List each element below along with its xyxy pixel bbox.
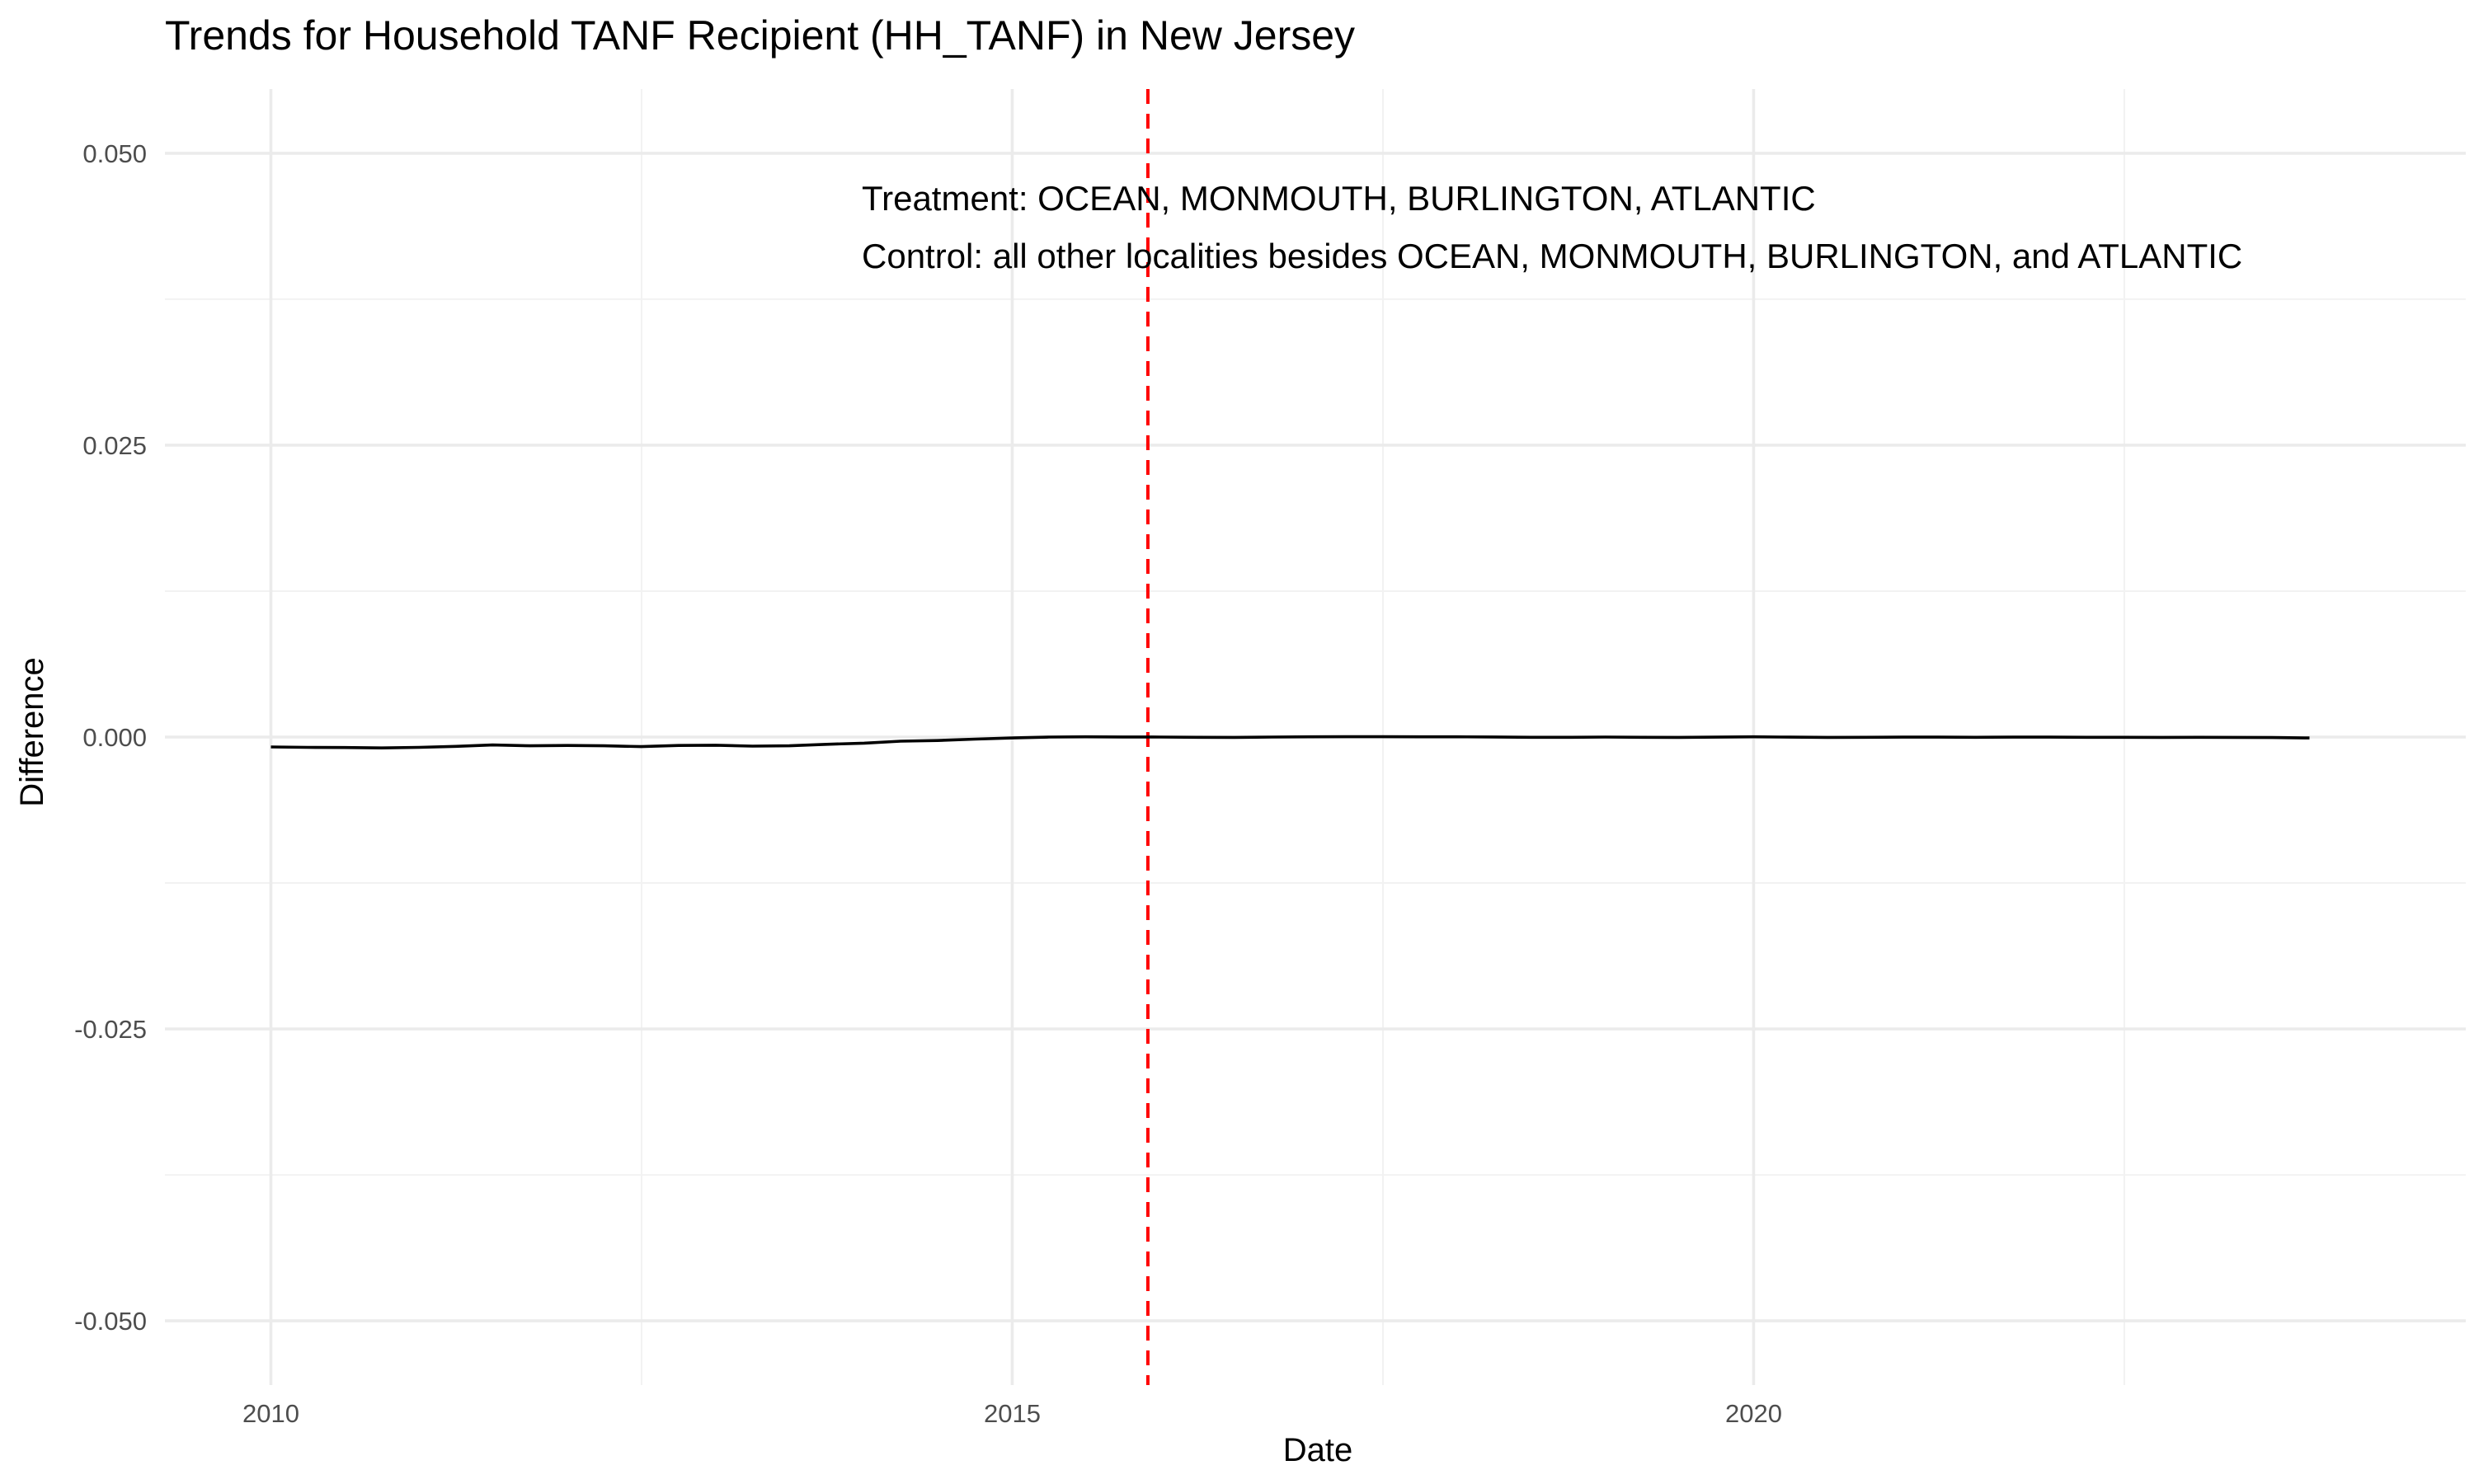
y-tick-label: 0.000 [82,723,147,752]
x-tick-label: 2015 [984,1399,1041,1428]
x-tick-label: 2010 [242,1399,299,1428]
x-axis-title: Date [1283,1432,1353,1468]
y-tick-label: -0.050 [74,1307,147,1336]
annotation-text: Treatment: OCEAN, MONMOUTH, BURLINGTON, … [862,179,1816,218]
x-tick-label: 2020 [1725,1399,1782,1428]
series [270,735,2310,750]
y-tick-label: 0.025 [82,431,147,460]
series-line [270,735,2310,750]
y-tick-label: -0.025 [74,1015,147,1044]
y-axis-ticks: -0.050 -0.025 0.000 0.025 0.050 [74,139,147,1336]
y-tick-label: 0.050 [82,139,147,168]
annotations: Treatment: OCEAN, MONMOUTH, BURLINGTON, … [862,179,2242,275]
chart-title: Trends for Household TANF Recipient (HH_… [165,12,1355,59]
x-axis-ticks: 2010 2015 2020 [242,1399,1782,1428]
annotation-text: Control: all other localities besides OC… [862,237,2242,275]
y-axis-title: Difference [14,657,50,807]
